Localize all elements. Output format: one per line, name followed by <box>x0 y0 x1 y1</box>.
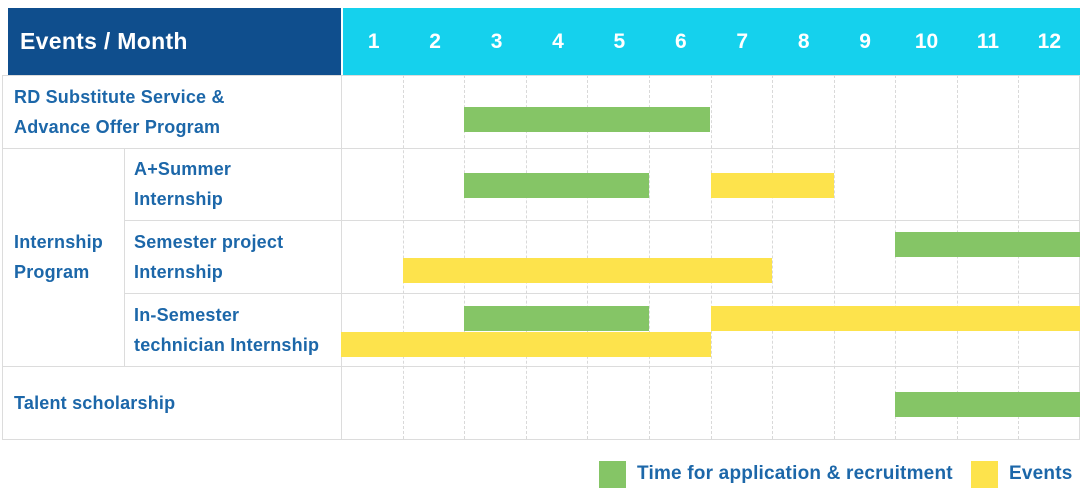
legend-item-events: Events <box>971 459 1073 489</box>
row-label-rd-substitute: RD Substitute Service & Advance Offer Pr… <box>14 86 225 137</box>
row-label-talent-scholarship: Talent scholarship <box>14 393 176 413</box>
month-header-9: 9 <box>859 29 871 53</box>
table-border-top <box>2 75 1080 76</box>
recruitment-color-swatch <box>599 460 626 488</box>
row-label-in-semester-technician-internship: In-Semester technician Internship <box>134 304 320 355</box>
month-gridline <box>648 75 650 439</box>
events-month-title: Events / Month <box>20 28 188 54</box>
gantt-bar-recruitment <box>895 392 1080 417</box>
month-gridline <box>464 75 466 439</box>
month-gridline <box>833 75 835 439</box>
table-border-left <box>2 75 3 440</box>
gantt-bar-events <box>710 306 1080 331</box>
month-header-1: 1 <box>367 29 380 53</box>
month-header-8: 8 <box>797 29 810 53</box>
month-gridline <box>710 75 712 439</box>
month-header-2: 2 <box>429 29 441 53</box>
events-month-header-cell: Events / Month <box>8 8 341 75</box>
month-header-12: 12 <box>1037 29 1062 53</box>
month-header-11: 11 <box>976 29 1000 53</box>
month-header-5: 5 <box>613 29 626 53</box>
month-gridline <box>402 75 404 439</box>
row-label-a-plus-summer-internship: A+Summer Internship <box>134 159 232 209</box>
month-header-7: 7 <box>736 29 749 53</box>
month-gridline <box>1018 75 1020 439</box>
month-gridline <box>956 75 958 439</box>
gantt-bar-events <box>402 258 773 283</box>
month-header-3: 3 <box>490 29 503 53</box>
month-gridline <box>525 75 527 439</box>
sub-label-column-divider <box>124 148 125 366</box>
table-border-bottom <box>2 439 1080 440</box>
row-divider <box>2 148 1080 149</box>
row-divider <box>2 366 1080 367</box>
gantt-bar-events <box>710 173 834 198</box>
row-divider <box>124 293 1080 294</box>
gantt-bar-recruitment <box>464 107 711 132</box>
month-gridline <box>587 75 589 439</box>
row-divider <box>124 220 1080 221</box>
gantt-bar-events <box>341 332 711 357</box>
legend-item-recruitment: Time for application & recruitment <box>599 459 953 489</box>
month-header-6: 6 <box>674 29 687 53</box>
row-label-semester-project-internship: Semester project Internship <box>134 231 284 282</box>
month-gridline <box>895 75 897 439</box>
gantt-bar-recruitment <box>464 306 649 331</box>
label-column-divider <box>341 75 342 440</box>
legend-label: Time for application & recruitment <box>637 463 953 484</box>
month-header-10: 10 <box>914 29 939 53</box>
legend-label: Events <box>1009 463 1073 484</box>
gantt-bar-recruitment <box>895 232 1080 257</box>
gantt-bar-recruitment <box>464 173 649 198</box>
month-header-4: 4 <box>552 29 564 53</box>
group-label-internship-program: Internship Program <box>14 232 104 282</box>
month-header-row: 1 2 3 4 5 6 7 8 9 10 11 12 <box>343 8 1080 75</box>
events-color-swatch <box>971 460 998 488</box>
month-gridline <box>772 75 774 439</box>
